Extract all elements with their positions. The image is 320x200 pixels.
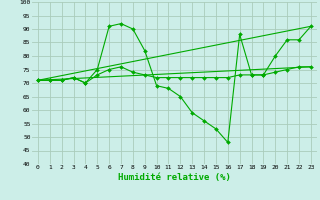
- X-axis label: Humidité relative (%): Humidité relative (%): [118, 173, 231, 182]
